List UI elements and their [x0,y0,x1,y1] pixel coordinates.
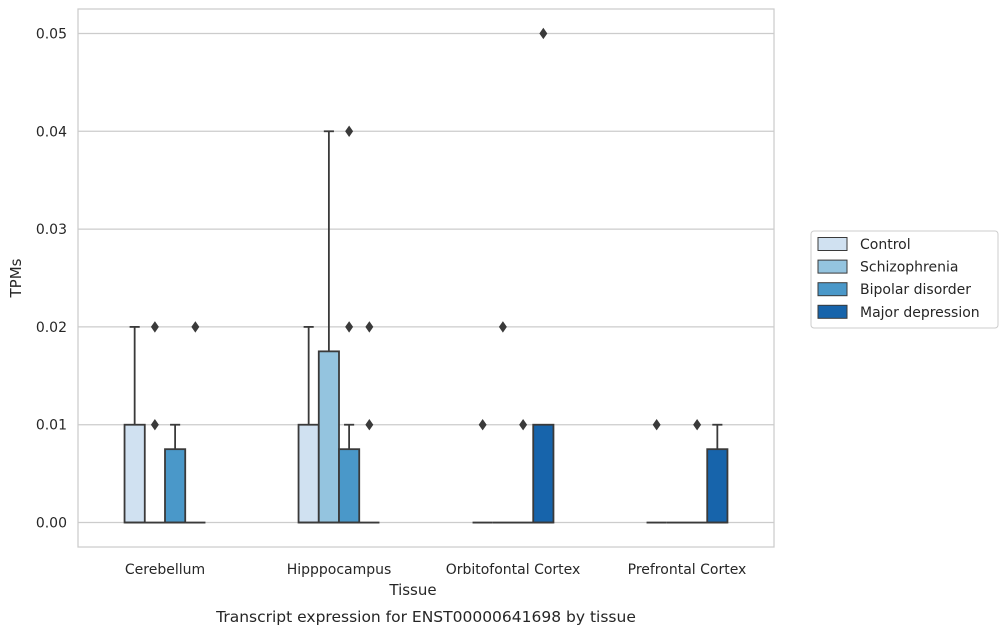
y-tick-label: 0.02 [36,320,67,336]
y-tick-label: 0.00 [36,516,67,532]
box-schizophrenia [492,321,513,524]
y-tick-labels: 0.00 0.01 0.02 0.03 0.04 0.05 [36,26,67,531]
box-control [297,326,320,524]
plot-frame [77,8,775,548]
box-series [123,27,729,524]
outlier-point [191,321,200,333]
box-body [532,423,555,524]
box-control [123,326,146,524]
box-major-depression [706,423,729,524]
box-major-depression [185,321,206,524]
outlier-point [478,419,487,431]
x-tick-label: Cerebellum [125,562,205,578]
box-control [472,419,493,524]
legend-swatch [817,282,848,297]
outlier-point [365,321,374,333]
box-major-depression [532,27,555,524]
box-schizophrenia [317,130,340,524]
legend: Control Schizophrenia Bipolar disorder Majo… [810,230,999,329]
legend-swatch [817,259,848,274]
outlier-point [652,419,661,431]
outlier-point [498,321,507,333]
x-tick-label: Hipppocampus [287,562,392,578]
outlier-point [150,321,159,333]
y-tick-label: 0.04 [36,124,67,140]
legend-label: Major depression [860,305,980,321]
outlier-point [519,419,528,431]
box-bipolar-disorder [513,419,534,524]
outlier-point [693,419,702,431]
chart-caption: Transcript expression for ENST0000064169… [215,608,636,626]
box-body [164,448,187,524]
legend-label: Control [860,237,911,253]
box-bipolar-disorder [687,419,708,524]
outlier-point [345,321,354,333]
y-tick-label: 0.05 [36,26,67,42]
box-bipolar-disorder [338,125,361,524]
box-body [317,350,340,524]
outlier-point [150,419,159,431]
outlier-point [345,125,354,137]
box-schizophrenia [144,321,165,524]
legend-swatch [817,304,848,319]
box-body [123,423,146,524]
outlier-point [539,27,548,40]
y-tick-label: 0.03 [36,222,67,238]
box-body [338,448,361,524]
y-tick-label: 0.01 [36,418,67,434]
legend-frame [810,230,999,329]
legend-swatch [817,237,848,251]
box-control [646,419,667,524]
x-tick-label: Orbitofontal Cortex [446,562,581,578]
outlier-point [365,419,374,431]
legend-label: Schizophrenia [860,260,958,276]
x-tick-label: Prefrontal Cortex [628,562,747,578]
box-bipolar-disorder [164,423,187,524]
x-axis-title: Tissue [388,581,436,599]
box-body [297,423,320,524]
x-tick-labels: Cerebellum Hipppocampus Orbitofontal Corte… [125,562,746,578]
box-major-depression [359,321,380,524]
box-body [706,448,729,524]
y-axis-title: TPMs [7,258,25,298]
legend-label: Bipolar disorder [860,282,971,298]
